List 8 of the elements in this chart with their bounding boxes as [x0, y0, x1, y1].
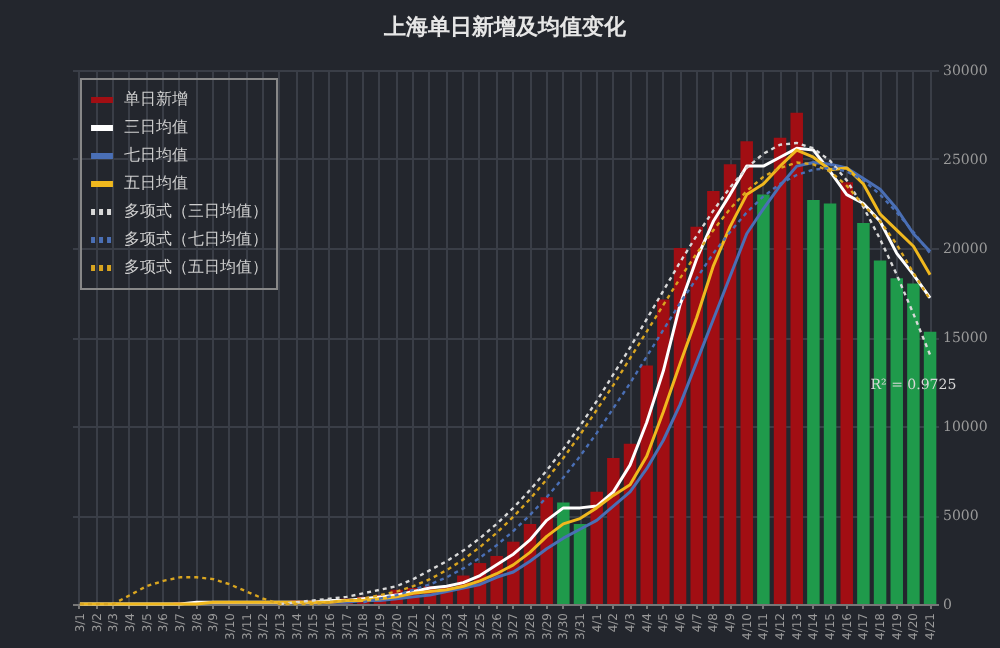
legend-label: 七日均值: [124, 146, 188, 164]
legend-label: 多项式（三日均值）: [124, 202, 268, 220]
legend-label: 多项式（五日均值）: [124, 258, 268, 276]
legend-label: 单日新增: [124, 90, 188, 108]
legend-label: 五日均值: [124, 174, 188, 192]
chart-title: 上海单日新增及均值变化: [382, 14, 628, 40]
legend-label: 多项式（七日均值）: [124, 230, 268, 248]
legend-label: 三日均值: [124, 118, 188, 136]
